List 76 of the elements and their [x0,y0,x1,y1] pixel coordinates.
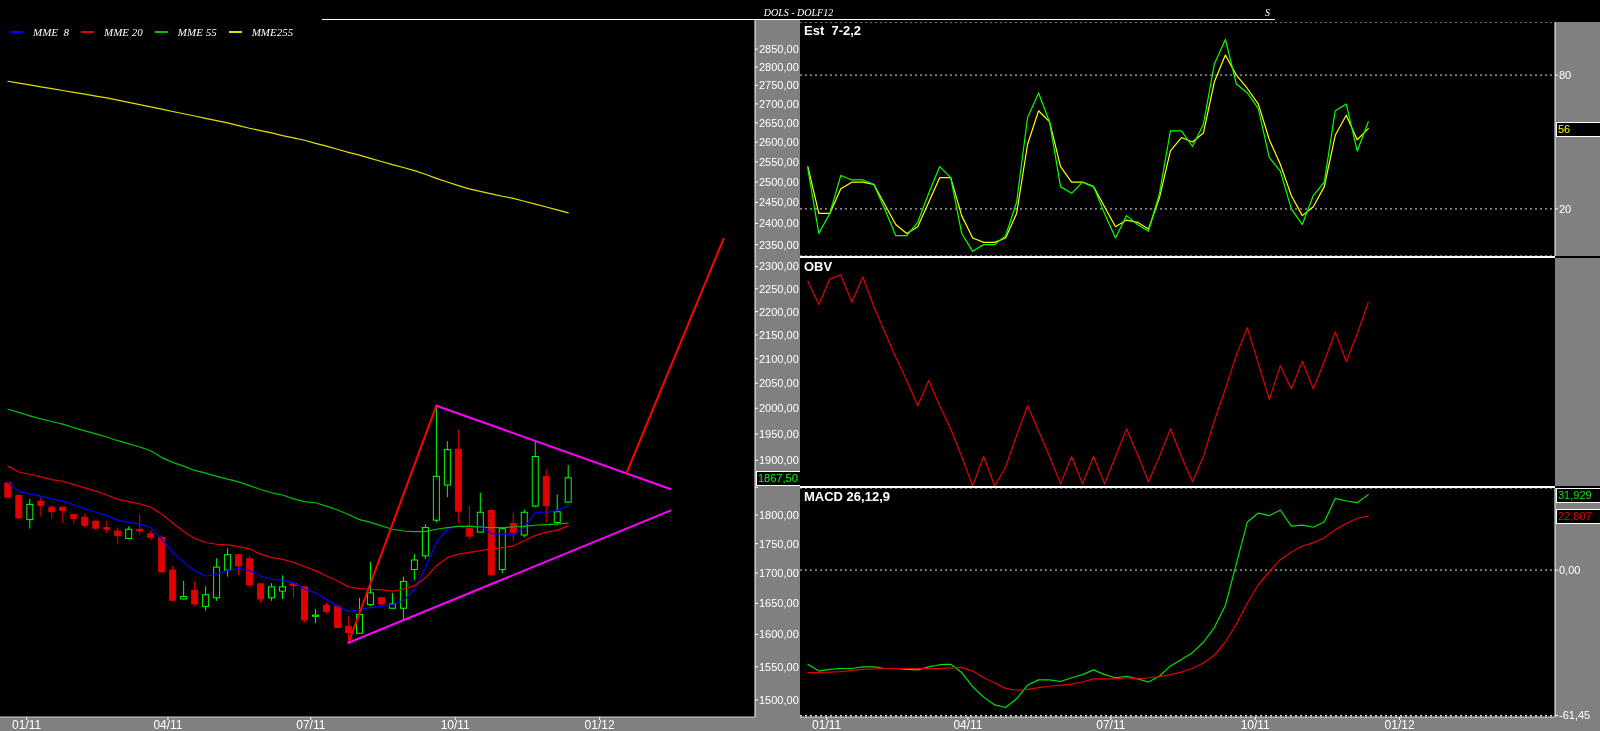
y-tick-label: 2400,00 [759,217,799,230]
y-tick-label: 2300,00 [759,260,799,273]
text: 1867,50 [756,470,801,486]
y-tick-label: 2600,00 [759,136,799,149]
candlestick [136,513,144,535]
legend-label: MME 20 [104,26,143,38]
y-tick-label: 2800,00 [759,60,799,73]
chart-subtitle: S [1265,7,1270,19]
y-tick-label: 2350,00 [759,238,799,251]
line-series [7,482,569,612]
y-tick-label: 80 [1559,69,1572,81]
x-tick-label: 10/11 [1240,717,1271,731]
candlestick [26,498,34,530]
candlestick [191,580,199,607]
x-tick-label: 01/12 [1384,717,1415,731]
candlestick [344,615,352,641]
y-tick-label: 1750,00 [759,537,799,550]
text: DOLS - DOLF12 [763,7,834,18]
chart-title: Est 7-2,2 [804,23,862,38]
x-tick-label: 04/11 [153,717,183,731]
candlestick [553,493,561,526]
candlestick [15,493,23,520]
chart-title: MACD 26,12,9 [804,489,890,504]
legend-label: MME255 [251,26,294,38]
y-tick-label: -61,45 [1559,709,1591,722]
candlestick [224,547,232,578]
text: 22,807 [1556,509,1600,525]
y-tick-label: 2500,00 [759,175,799,188]
line-series [807,515,1369,691]
y-tick-label: 20 [1559,202,1572,215]
y-tick-label: 2050,00 [759,377,799,390]
candlestick [180,580,188,601]
y-tick-label: 2000,00 [759,402,799,415]
candlestick [202,585,210,612]
x-tick-label: 07/11 [1096,717,1126,731]
y-tick-label: 2750,00 [759,79,799,92]
x-tick-label: 01/12 [584,717,615,731]
candlestick [410,553,418,581]
y-tick-label: 2100,00 [759,352,799,365]
y-tick-label: 1800,00 [759,508,799,521]
y-tick-label: 2450,00 [759,196,799,209]
x-tick-label: 04/11 [953,717,983,731]
candlestick [366,561,374,607]
candlestick [279,574,287,600]
x-tick-label: 01/11 [12,717,42,731]
y-tick-label: 2150,00 [759,328,799,341]
line-series [807,494,1369,709]
legend-label: MME 8 [33,26,70,38]
x-tick-label: 07/11 [296,717,326,731]
x-tick-label: 01/11 [812,717,842,731]
candlestick [520,508,528,538]
y-tick-label: 1700,00 [759,566,799,579]
chart-title: OBV [804,259,833,274]
x-tick-label: 10/11 [440,717,471,731]
y-tick-label: 1550,00 [759,660,799,673]
y-tick-label: 2700,00 [759,97,799,110]
y-tick-label: 2650,00 [759,116,799,129]
y-tick-label: 1900,00 [759,454,799,467]
y-tick-label: 1650,00 [759,597,799,610]
candlestick [235,553,243,576]
y-tick-label: 1950,00 [759,427,799,440]
text: 56 [1556,121,1600,137]
y-tick-label: 2550,00 [759,155,799,168]
y-tick-label: 1500,00 [759,693,799,706]
y-tick-label: 2850,00 [759,43,799,56]
y-tick-label: 2200,00 [759,305,799,318]
candlestick [476,492,484,534]
line-series [7,80,569,214]
line-series [7,465,569,592]
candlestick [257,582,265,604]
legend-label: MME 55 [177,26,217,38]
text: 31,929 [1556,487,1600,503]
y-tick-label: 2250,00 [759,282,799,295]
y-tick-label: 0,00 [1559,563,1581,576]
y-tick-label: 1600,00 [759,628,799,641]
candlestick [37,496,45,518]
